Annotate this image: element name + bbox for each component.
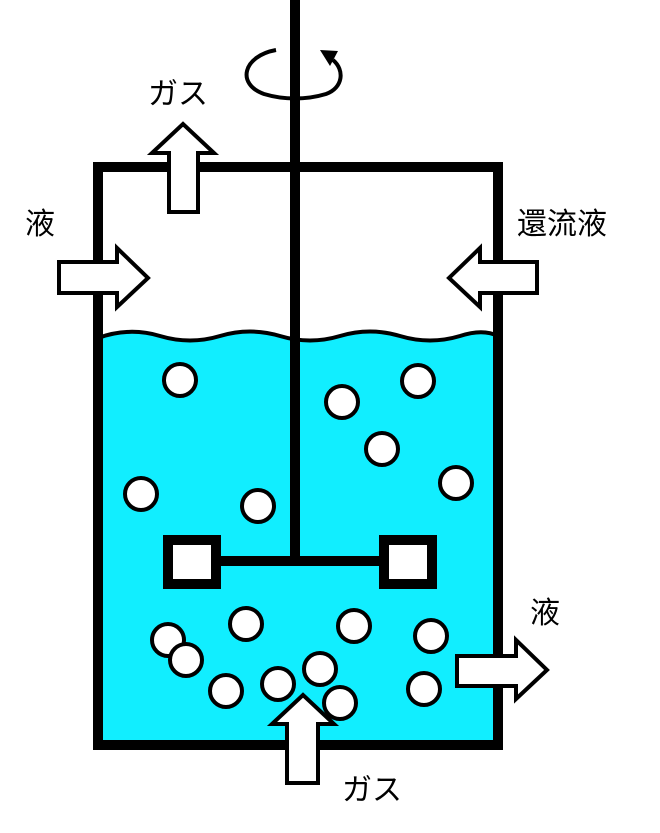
liquid-out-label: 液 [530, 596, 560, 631]
bubble [438, 465, 474, 501]
bubble [228, 606, 264, 642]
reflux-in-arrow [446, 243, 539, 312]
liquid-in-label: 液 [25, 207, 55, 242]
bubble [240, 488, 276, 524]
liquid-surface [97, 329, 499, 343]
bubble [364, 431, 400, 467]
liquid-out-arrow [455, 635, 550, 704]
impeller-bar [190, 556, 410, 566]
bubble [322, 685, 358, 721]
rotation-arrow-icon [244, 48, 343, 101]
bubble [302, 651, 338, 687]
bubble [162, 362, 198, 398]
bubble [168, 642, 204, 678]
impeller-blade-right [379, 535, 437, 589]
bubble [123, 476, 159, 512]
bubble [400, 363, 436, 399]
gas-in-arrow [266, 692, 340, 785]
bubble [413, 618, 449, 654]
bubble [336, 608, 372, 644]
bubble [406, 671, 442, 707]
liquid-in-arrow [57, 243, 151, 312]
gas-out-label: ガス [148, 77, 208, 112]
bubble [260, 666, 296, 702]
impeller [163, 535, 437, 589]
bubble [208, 673, 244, 709]
gas-bubbles [123, 362, 474, 721]
impeller-blade-left [163, 535, 221, 589]
bubble [324, 384, 360, 420]
gas-out-arrow [146, 121, 220, 214]
gas-in-label: ガス [342, 773, 402, 808]
reflux-in-label: 還流液 [517, 207, 607, 242]
